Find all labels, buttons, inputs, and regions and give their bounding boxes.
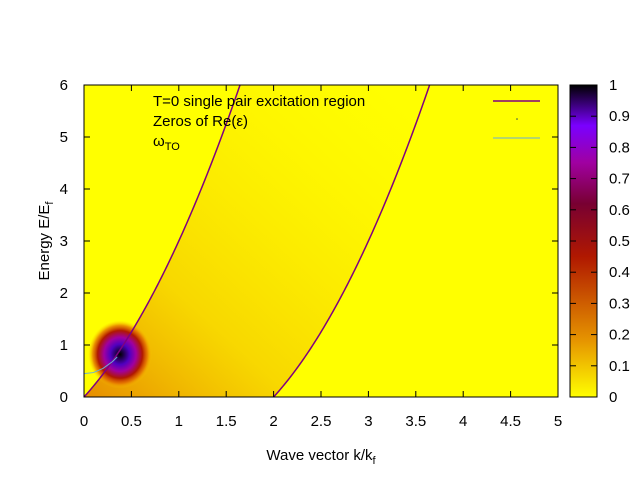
y-tick-label: 0 <box>60 389 68 406</box>
y-axis-label: Energy E/Ef <box>36 201 56 281</box>
legend-swatch-zeros <box>516 118 518 120</box>
colorbar-tick-label: 0 <box>609 389 617 406</box>
y-axis-ticks: 0 1 2 3 4 5 6 <box>60 77 558 406</box>
legend-label-zeros: Zeros of Re(ε) <box>153 113 248 130</box>
colorbar-tick-label: 0.4 <box>609 264 630 281</box>
x-tick-label: 4.5 <box>500 413 521 430</box>
x-axis-label-subscript: f <box>373 455 377 467</box>
colorbar-tick-label: 0.7 <box>609 171 630 188</box>
colorbar: 0 0.1 0.2 0.3 0.4 0.5 0.6 0.7 0.8 0.9 1 <box>569 77 630 406</box>
curves <box>84 85 431 397</box>
y-axis-label-subscript: f <box>44 201 56 205</box>
series-lower-boundary <box>273 85 431 397</box>
colorbar-tick-label: 0.8 <box>609 139 630 156</box>
series-upper-boundary <box>84 85 241 397</box>
y-tick-label: 3 <box>60 233 68 250</box>
x-tick-label: 1.5 <box>216 413 237 430</box>
colorbar-tick-label: 0.6 <box>609 202 630 219</box>
legend-label-omega-main: ω <box>153 133 165 150</box>
colorbar-ticks: 0 0.1 0.2 0.3 0.4 0.5 0.6 0.7 0.8 0.9 1 <box>570 77 630 406</box>
heatmap-intensity <box>84 85 430 397</box>
x-axis-label-main: Wave vector k/k <box>266 447 373 464</box>
legend-label-omega-sub: TO <box>165 141 181 153</box>
colorbar-tick-label: 0.5 <box>609 233 630 250</box>
x-tick-label: 5 <box>554 413 562 430</box>
x-tick-label: 2 <box>269 413 277 430</box>
x-tick-label: 3 <box>364 413 372 430</box>
x-axis-ticks: 0 0.5 1 1.5 2 2.5 3 3.5 4 4.5 5 <box>80 85 562 430</box>
y-axis-label-main: Energy E/E <box>36 205 53 281</box>
x-tick-label: 2.5 <box>311 413 332 430</box>
x-tick-label: 0.5 <box>121 413 142 430</box>
colorbar-tick-label: 0.9 <box>609 108 630 125</box>
x-tick-label: 0 <box>80 413 88 430</box>
colorbar-tick-label: 0.3 <box>609 295 630 312</box>
legend-label-excitation-region: T=0 single pair excitation region <box>153 93 365 110</box>
x-tick-label: 1 <box>175 413 183 430</box>
x-tick-label: 3.5 <box>405 413 426 430</box>
y-tick-label: 2 <box>60 285 68 302</box>
excitation-band-shading <box>84 85 430 397</box>
series-omega-to <box>84 356 118 375</box>
x-axis-label: Wave vector k/kf <box>266 447 376 467</box>
intensity-peak <box>88 320 153 389</box>
y-tick-label: 5 <box>60 129 68 146</box>
y-tick-label: 6 <box>60 77 68 94</box>
y-tick-label: 4 <box>60 181 68 198</box>
colorbar-tick-label: 1 <box>609 77 617 94</box>
legend-label-omega-to: ωTO <box>153 133 180 153</box>
colorbar-tick-label: 0.2 <box>609 327 630 344</box>
x-tick-label: 4 <box>459 413 467 430</box>
colorbar-tick-label: 0.1 <box>609 358 630 375</box>
legend: T=0 single pair excitation region Zeros … <box>153 93 540 153</box>
y-tick-label: 1 <box>60 337 68 354</box>
